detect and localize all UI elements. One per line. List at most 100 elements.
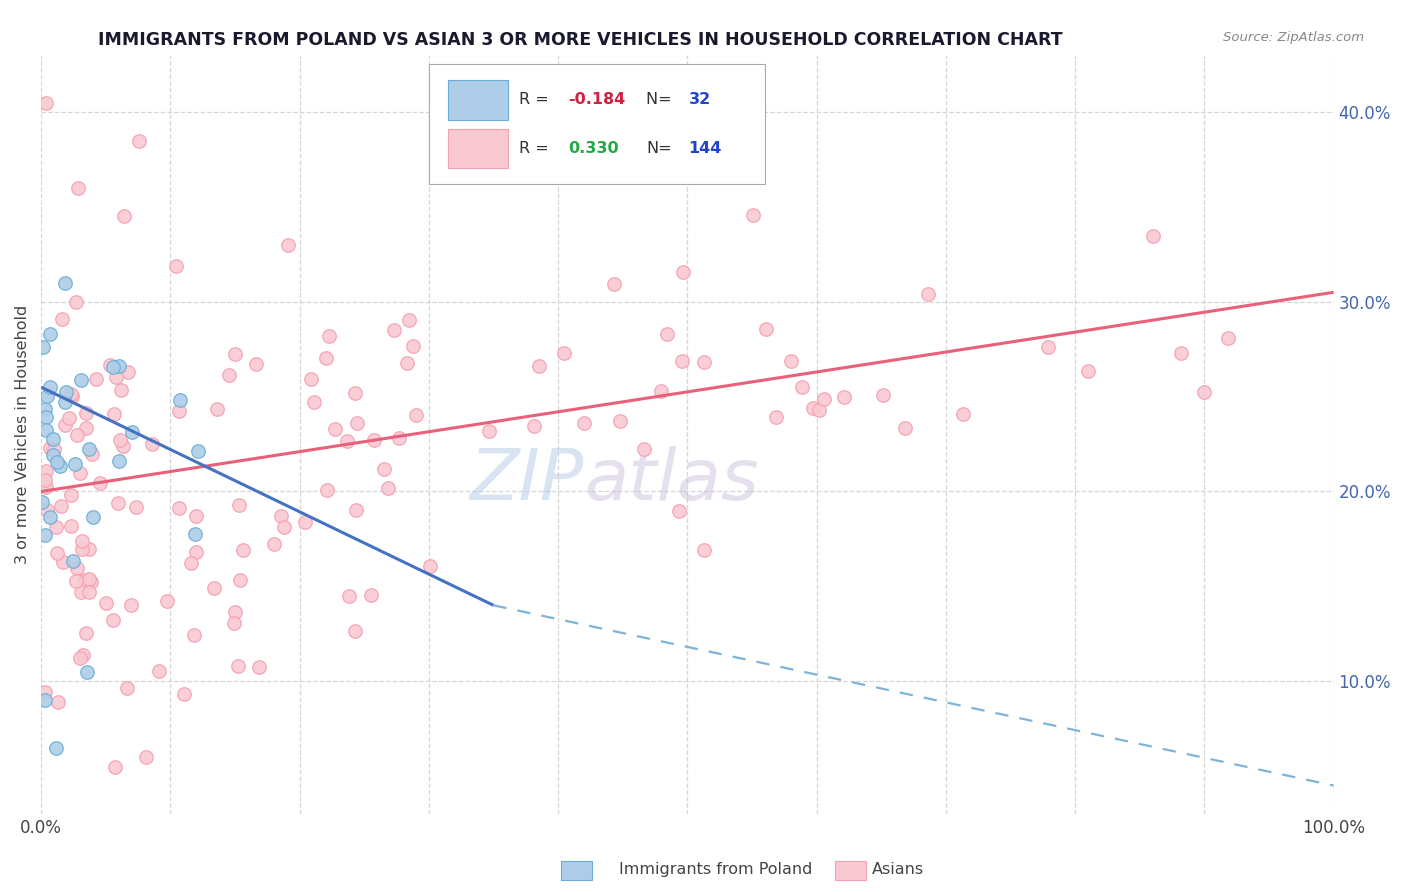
Point <box>226 658 249 673</box>
Point <box>55 417 77 432</box>
Point <box>60 387 83 401</box>
Point <box>395 356 418 370</box>
Point <box>765 409 787 424</box>
Point <box>574 416 596 430</box>
Point <box>245 357 267 371</box>
Point <box>633 442 655 456</box>
Point <box>80 574 103 589</box>
Point <box>34 402 56 417</box>
Point <box>35 480 58 494</box>
Point <box>671 354 693 368</box>
Point <box>45 520 67 534</box>
Point <box>315 351 337 365</box>
Point <box>363 433 385 447</box>
Point <box>224 347 246 361</box>
Point <box>94 596 117 610</box>
Point <box>108 454 131 468</box>
Text: 144: 144 <box>689 141 723 156</box>
Point <box>602 277 624 291</box>
Point <box>388 431 411 445</box>
Point <box>202 581 225 595</box>
Point <box>69 585 91 599</box>
Point <box>672 265 695 279</box>
Point <box>270 508 292 523</box>
Point <box>45 740 67 755</box>
Point <box>523 419 546 434</box>
Point <box>360 589 382 603</box>
Point <box>39 326 62 341</box>
Point <box>299 372 322 386</box>
Text: Asians: Asians <box>872 863 924 877</box>
FancyBboxPatch shape <box>429 64 765 184</box>
Point <box>117 365 139 379</box>
Point <box>53 276 76 290</box>
Y-axis label: 3 or more Vehicles in Household: 3 or more Vehicles in Household <box>15 305 30 565</box>
Point <box>232 542 254 557</box>
Point <box>527 359 550 373</box>
Point <box>53 394 76 409</box>
Point <box>34 693 56 707</box>
Point <box>76 665 98 679</box>
Text: -0.184: -0.184 <box>568 93 626 107</box>
Point <box>34 473 56 487</box>
Point <box>70 541 93 556</box>
Point <box>173 687 195 701</box>
Point <box>398 312 420 326</box>
Point <box>42 448 65 462</box>
Point <box>52 555 75 569</box>
Point <box>51 499 73 513</box>
Point <box>35 95 58 110</box>
Point <box>184 545 207 559</box>
Point <box>302 395 325 409</box>
Point <box>832 390 855 404</box>
Point <box>69 467 91 481</box>
Point <box>419 559 441 574</box>
Point <box>66 428 89 442</box>
Point <box>31 341 53 355</box>
Point <box>45 546 67 560</box>
Point <box>478 424 501 438</box>
Point <box>650 384 672 399</box>
Point <box>128 134 150 148</box>
Point <box>1142 228 1164 243</box>
Point <box>187 444 209 458</box>
Point <box>872 388 894 402</box>
Point <box>107 359 129 373</box>
Point <box>112 210 135 224</box>
Point <box>37 502 59 516</box>
Point <box>668 504 690 518</box>
Point <box>46 695 69 709</box>
Point <box>222 616 245 631</box>
Point <box>72 648 94 662</box>
Point <box>318 329 340 343</box>
Point <box>35 409 58 424</box>
Point <box>224 605 246 619</box>
Text: Source: ZipAtlas.com: Source: ZipAtlas.com <box>1223 31 1364 45</box>
Point <box>39 441 62 455</box>
Point <box>156 594 179 608</box>
Point <box>893 421 915 435</box>
Point <box>780 354 803 368</box>
Point <box>141 437 163 451</box>
Point <box>101 613 124 627</box>
Point <box>34 528 56 542</box>
Point <box>65 561 87 575</box>
Point <box>692 543 714 558</box>
Text: 0.330: 0.330 <box>568 141 619 156</box>
Point <box>60 519 83 533</box>
Point <box>754 322 776 336</box>
Point <box>31 495 53 509</box>
Point <box>801 401 824 415</box>
Point <box>60 389 83 403</box>
Point <box>247 660 270 674</box>
Point <box>344 502 367 516</box>
Point <box>77 442 100 457</box>
Point <box>42 442 65 457</box>
Point <box>655 327 678 342</box>
Point <box>37 389 59 403</box>
Point <box>65 574 87 589</box>
Point <box>277 238 299 252</box>
Point <box>1192 384 1215 399</box>
Point <box>101 360 124 375</box>
Point <box>917 287 939 301</box>
